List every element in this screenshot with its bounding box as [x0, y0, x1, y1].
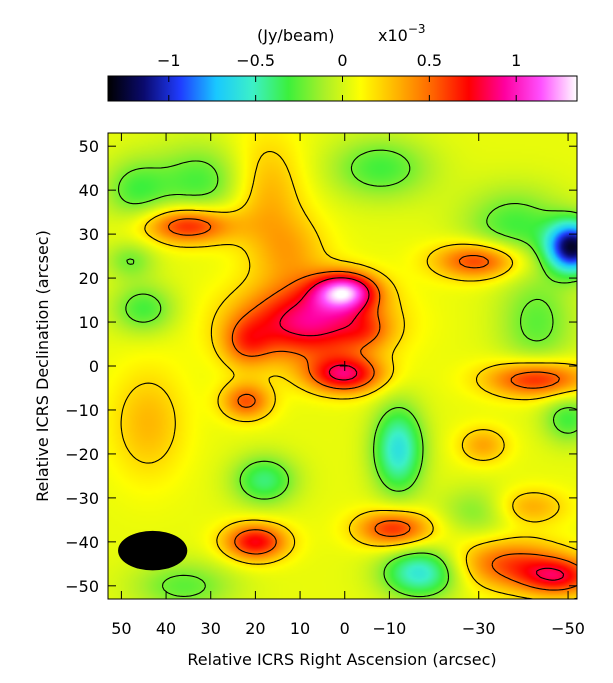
colorbar-tick-labels: −1 −0.5 0 0.5 1 — [157, 51, 521, 70]
positive-contour — [120, 150, 577, 599]
colorbar-tick-label: 1 — [511, 51, 521, 70]
y-tick-label: 40 — [79, 181, 99, 200]
positive-contour — [167, 218, 577, 591]
axis-tick-marks — [108, 133, 577, 599]
beam-ellipse — [118, 530, 188, 571]
y-tick-label: −30 — [65, 489, 99, 508]
x-tick-label: −50 — [551, 619, 585, 638]
axis-tick-labels: 50 40 30 20 10 0 −10 −30 −50 50 40 30 20 10 0 −10 −20 −30… — [65, 137, 585, 638]
colorbar-tick-label: −0.5 — [236, 51, 275, 70]
x-tick-label: −30 — [462, 619, 496, 638]
colorbar-tick-label: 0.5 — [417, 51, 442, 70]
y-axis-label: Relative ICRS Declination (arcsec) — [33, 230, 52, 502]
colorbar-tick-label: −1 — [157, 51, 181, 70]
negative-contour — [117, 149, 577, 598]
colorbar-scale-label: x10−3 — [378, 22, 426, 45]
x-tick-label: 50 — [111, 619, 131, 638]
colorbar-unit-label: (Jy/beam) — [257, 26, 334, 45]
y-tick-label: 20 — [79, 269, 99, 288]
y-tick-label: −50 — [65, 577, 99, 596]
y-tick-label: −20 — [65, 445, 99, 464]
y-tick-label: 10 — [79, 313, 99, 332]
colorbar: (Jy/beam) x10−3 −1 −0.5 0 0.5 1 — [107, 22, 578, 102]
plot-area: 50 40 30 20 10 0 −10 −30 −50 50 40 30 20 10 0 −10 −20 −30… — [65, 132, 585, 638]
y-tick-label: −40 — [65, 533, 99, 552]
x-tick-label: 40 — [156, 619, 176, 638]
center-cross-marker — [339, 361, 350, 371]
x-tick-label: 20 — [245, 619, 265, 638]
x-tick-label: 10 — [290, 619, 310, 638]
x-axis-label: Relative ICRS Right Ascension (arcsec) — [187, 650, 496, 669]
colorbar-tick-label: 0 — [337, 51, 347, 70]
x-tick-label: 30 — [201, 619, 221, 638]
x-tick-label: 0 — [340, 619, 350, 638]
positive-contour — [279, 277, 565, 581]
y-tick-label: 30 — [79, 225, 99, 244]
y-tick-label: −10 — [65, 401, 99, 420]
x-tick-label: −10 — [373, 619, 407, 638]
colorbar-tick-marks — [168, 76, 517, 101]
contour-lines — [117, 149, 577, 599]
y-tick-label: 0 — [89, 357, 99, 376]
y-tick-label: 50 — [79, 137, 99, 156]
